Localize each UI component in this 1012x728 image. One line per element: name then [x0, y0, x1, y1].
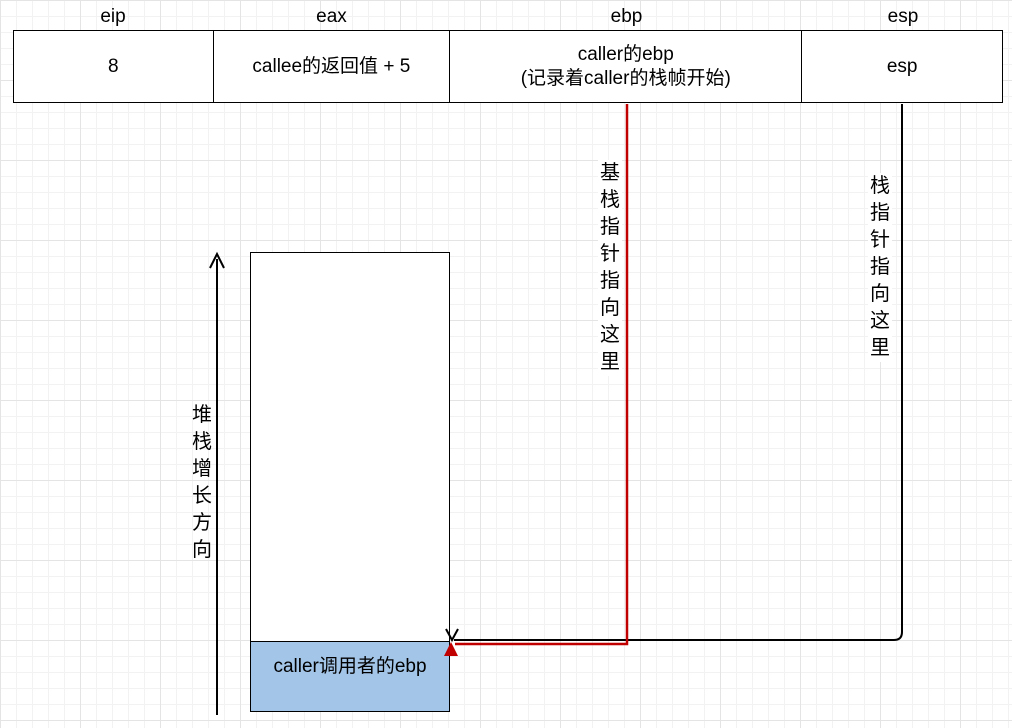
register-value-ebp-line2: (记录着caller的栈帧开始) [520, 67, 731, 89]
register-header-eip: eip [100, 6, 126, 27]
register-cell-esp: esp [802, 31, 1002, 102]
esp-pointer-line [454, 104, 903, 641]
ebp-pointer-line [455, 104, 629, 646]
esp-pointer-arrowhead [445, 628, 459, 643]
register-header-eax: eax [316, 6, 347, 27]
stack-growth-label: 堆栈增长方向 [192, 404, 212, 561]
register-header-esp: esp [887, 6, 919, 27]
register-header-ebp: ebp [610, 6, 643, 27]
register-cell-eax: callee的返回值 + 5 [214, 31, 451, 102]
ebp-pointer-label: 基栈指针指向这里 [598, 160, 622, 376]
register-value-eax: callee的返回值 + 5 [252, 55, 411, 77]
register-table: 8 callee的返回值 + 5 caller的ebp (记录着caller的栈… [13, 30, 1003, 103]
stack-growth-arrowhead [209, 251, 225, 269]
register-cell-ebp: caller的ebp (记录着caller的栈帧开始) [450, 31, 803, 102]
esp-pointer-label: 栈指针指向这里 [868, 173, 892, 362]
register-value-eip: 8 [108, 55, 119, 77]
stack-cell-label: caller调用者的ebp [273, 656, 427, 677]
ebp-pointer-arrowhead [444, 642, 458, 656]
register-value-ebp-line1: caller的ebp [577, 43, 674, 65]
register-cell-eip: 8 [14, 31, 214, 102]
register-value-esp: esp [886, 55, 918, 77]
stack-cell-caller-ebp: caller调用者的ebp [250, 641, 450, 712]
